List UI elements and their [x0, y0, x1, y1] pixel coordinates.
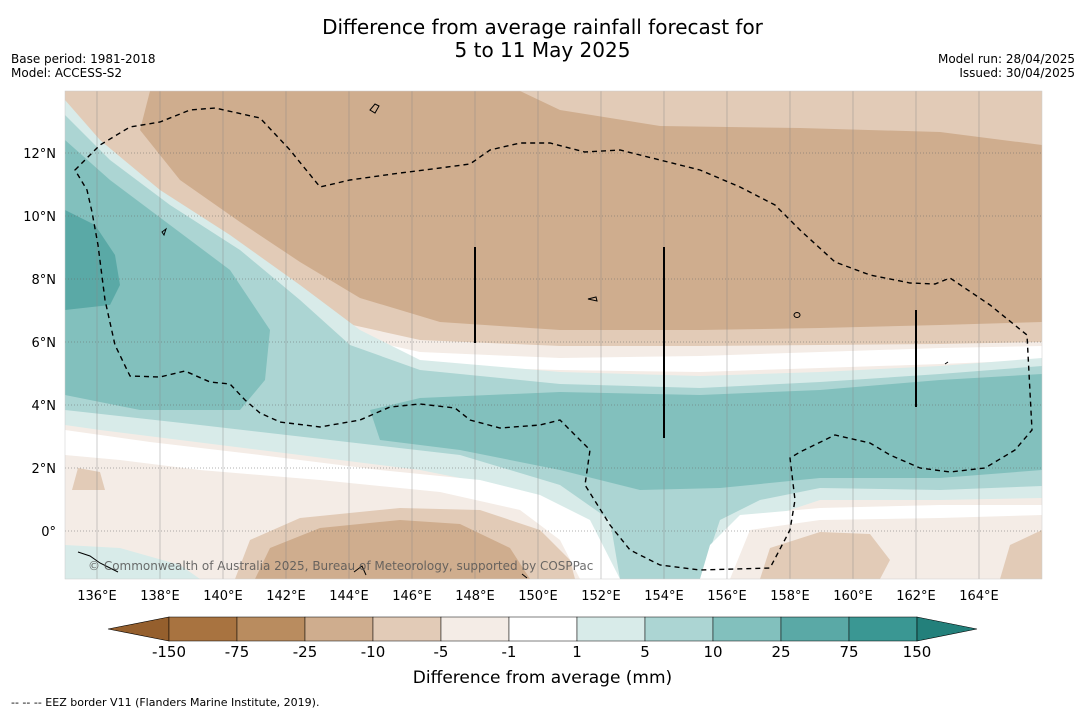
colorbar-tick-label: 25	[771, 643, 791, 661]
latitude-label: 6°N	[32, 336, 57, 351]
longitude-label: 152°E	[581, 589, 621, 604]
colorbar-tick-label: -5	[433, 643, 449, 661]
colorbar-swatch	[644, 616, 714, 642]
map-gridlines	[65, 91, 1042, 579]
issued-text: Issued: 30/04/2025	[959, 66, 1075, 80]
map-frame	[64, 90, 1043, 580]
longitude-label: 164°E	[959, 589, 999, 604]
colorbar-swatch	[712, 616, 782, 642]
colorbar-swatch	[576, 616, 646, 642]
longitude-label: 144°E	[329, 589, 369, 604]
colorbar-extend-low	[107, 616, 170, 642]
colorbar-tick-label: 5	[640, 643, 650, 661]
colorbar-swatch	[780, 616, 850, 642]
copyright-text: © Commonwealth of Australia 2025, Bureau…	[88, 559, 593, 573]
longitude-label: 148°E	[455, 589, 495, 604]
latitude-label: 2°N	[32, 462, 57, 477]
colorbar-swatch	[848, 616, 918, 642]
colorbar-swatch	[372, 616, 442, 642]
longitude-label: 158°E	[770, 589, 810, 604]
latitude-label: 10°N	[23, 210, 56, 225]
colorbar-swatch	[236, 616, 306, 642]
colorbar-tick-label: -150	[151, 643, 187, 661]
longitude-label: 142°E	[266, 589, 306, 604]
colorbar-tick-label: 150	[902, 643, 932, 661]
map-title-line1: Difference from average rainfall forecas…	[322, 15, 763, 39]
colorbar-swatch	[168, 616, 238, 642]
longitude-label: 156°E	[707, 589, 747, 604]
longitude-label: 154°E	[644, 589, 684, 604]
colorbar-extend-high	[916, 616, 978, 642]
colorbar-swatch	[508, 616, 578, 642]
latitude-label: 8°N	[32, 273, 57, 288]
colorbar	[107, 616, 978, 642]
colorbar-tick-label: -1	[501, 643, 517, 661]
base-period-text: Base period: 1981-2018	[11, 52, 156, 66]
model-text: Model: ACCESS-S2	[11, 66, 123, 80]
latitude-label: 0°	[41, 525, 56, 540]
colorbar-tick-label: -25	[292, 643, 318, 661]
colorbar-tick-label: -10	[360, 643, 386, 661]
latitude-label: 4°N	[32, 399, 57, 414]
longitude-label: 140°E	[203, 589, 243, 604]
rainfall-contours	[65, 91, 1042, 579]
colorbar-tick-label: 75	[839, 643, 859, 661]
colorbar-title: Difference from average (mm)	[412, 668, 673, 688]
longitude-label: 138°E	[140, 589, 180, 604]
longitude-label: 150°E	[518, 589, 558, 604]
longitude-labels: 136°E 138°E 140°E 142°E 144°E 146°E 148°E 150°E…	[77, 589, 999, 604]
model-run-text: Model run: 28/04/2025	[937, 52, 1075, 66]
colorbar-swatch	[304, 616, 374, 642]
map-title-line2: 5 to 11 May 2025	[454, 38, 631, 62]
colorbar-tick-label: 10	[703, 643, 723, 661]
longitude-label: 146°E	[392, 589, 432, 604]
colorbar-swatch	[440, 616, 510, 642]
latitude-label: 12°N	[23, 147, 56, 162]
longitude-label: 136°E	[77, 589, 117, 604]
longitude-label: 162°E	[896, 589, 936, 604]
islands	[77, 103, 949, 579]
longitude-label: 160°E	[833, 589, 873, 604]
latitude-labels: 12°N 10°N 8°N 6°N 4°N 2°N 0°	[23, 147, 56, 540]
colorbar-tick-label: -75	[224, 643, 250, 661]
eez-border	[74, 107, 1033, 571]
colorbar-tick-label: 1	[572, 643, 582, 661]
eez-legend-note: -- -- -- EEZ border V11 (Flanders Marine…	[11, 696, 320, 709]
